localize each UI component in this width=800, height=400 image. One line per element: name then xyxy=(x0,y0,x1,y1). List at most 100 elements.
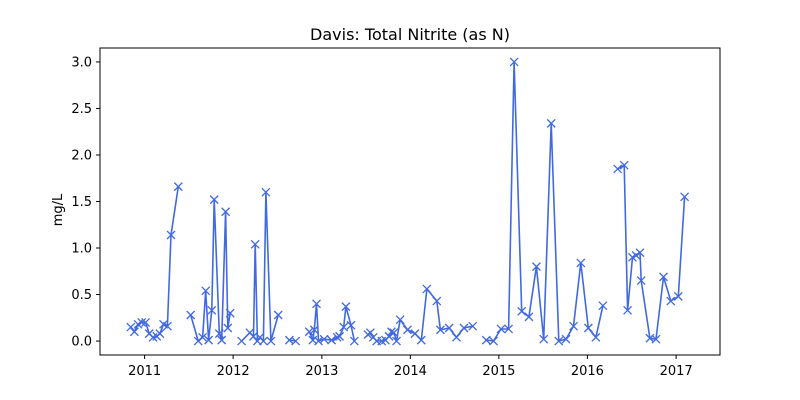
data-point-marker xyxy=(651,334,661,344)
data-point-marker xyxy=(591,332,601,342)
data-point-marker xyxy=(489,336,498,346)
data-point-marker xyxy=(309,325,319,335)
data-point-marker xyxy=(432,296,442,306)
data-point-marker xyxy=(141,317,151,327)
data-point-marker xyxy=(504,324,514,334)
data-point-marker xyxy=(524,312,534,322)
data-point-marker xyxy=(365,328,375,338)
data-point-marker xyxy=(186,310,196,320)
y-tick-label: 2.0 xyxy=(71,148,92,163)
data-point-marker xyxy=(569,321,579,331)
x-axis-ticks: 2011 2012 2013 2014 2015 2016 2017 xyxy=(128,355,693,379)
y-tick-label: 1.5 xyxy=(71,195,92,210)
data-point-marker xyxy=(258,336,268,346)
data-point-marker xyxy=(659,272,668,282)
y-tick-label: 2.5 xyxy=(71,102,92,117)
data-point-marker xyxy=(346,320,356,330)
chart-title: Davis: Total Nitrite (as N) xyxy=(310,25,510,44)
data-point-marker xyxy=(201,286,211,296)
data-point-marker xyxy=(636,276,646,286)
data-point-marker xyxy=(314,336,323,346)
data-point-marker xyxy=(402,325,412,335)
data-point-marker xyxy=(623,305,633,315)
data-point-marker xyxy=(613,164,623,174)
data-series xyxy=(126,57,690,346)
data-point-marker xyxy=(635,248,645,258)
data-point-marker xyxy=(261,187,271,197)
series-line xyxy=(241,191,279,342)
data-point-marker xyxy=(332,332,342,342)
x-tick-label: 2014 xyxy=(394,364,427,379)
data-point-marker xyxy=(673,291,683,301)
data-point-marker xyxy=(619,160,629,170)
y-tick-label: 0.5 xyxy=(71,288,92,303)
data-point-marker xyxy=(554,336,564,346)
y-axis-ticks: 0.0 0.5 1.0 1.5 2.0 2.5 3.0 xyxy=(71,55,100,350)
x-tick-label: 2015 xyxy=(482,364,515,379)
data-point-marker xyxy=(496,324,506,334)
data-point-marker xyxy=(166,230,176,240)
data-point-marker xyxy=(384,331,394,341)
data-point-marker xyxy=(327,335,337,345)
x-tick-label: 2013 xyxy=(305,364,338,379)
data-point-marker xyxy=(266,336,276,346)
data-point-marker xyxy=(319,334,329,344)
y-tick-label: 3.0 xyxy=(71,55,92,70)
data-point-marker xyxy=(546,118,556,128)
data-point-marker xyxy=(335,331,345,341)
data-point-marker xyxy=(666,296,676,306)
data-point-marker xyxy=(225,308,235,318)
x-tick-label: 2016 xyxy=(571,364,604,379)
series-line xyxy=(617,164,686,341)
data-point-marker xyxy=(349,336,359,346)
data-point-marker xyxy=(198,332,208,342)
data-point-marker xyxy=(392,336,402,346)
data-point-marker xyxy=(129,327,139,337)
data-point-marker xyxy=(416,335,426,345)
series-line xyxy=(189,198,231,342)
data-point-marker xyxy=(395,315,405,325)
data-point-marker xyxy=(250,239,260,249)
data-point-marker xyxy=(162,321,172,331)
y-axis-label: mg/L xyxy=(51,193,66,226)
data-point-marker xyxy=(539,334,549,344)
data-point-marker xyxy=(341,302,351,312)
data-point-marker xyxy=(509,57,519,67)
y-tick-label: 1.0 xyxy=(71,242,92,257)
data-point-marker xyxy=(386,327,396,337)
data-point-marker xyxy=(173,182,183,192)
data-point-marker xyxy=(481,335,491,345)
data-point-marker xyxy=(204,335,214,345)
data-point-marker xyxy=(217,335,227,345)
data-point-marker xyxy=(237,336,247,346)
series-line xyxy=(486,61,604,342)
data-point-marker xyxy=(459,323,469,333)
data-point-marker xyxy=(291,336,301,346)
data-point-marker xyxy=(451,332,461,342)
y-tick-label: 0.0 xyxy=(71,335,92,350)
data-point-marker xyxy=(214,329,224,339)
data-point-marker xyxy=(422,284,432,294)
data-point-marker xyxy=(576,258,586,268)
data-point-marker xyxy=(312,299,321,309)
data-point-marker xyxy=(126,322,136,332)
data-point-marker xyxy=(583,323,593,333)
data-point-marker xyxy=(435,325,445,335)
data-point-marker xyxy=(517,306,527,316)
series-line xyxy=(130,186,180,339)
data-point-marker xyxy=(389,328,399,338)
data-point-marker xyxy=(221,207,231,217)
data-point-marker xyxy=(209,195,219,205)
data-point-marker xyxy=(531,262,541,272)
data-point-marker xyxy=(468,321,478,331)
x-tick-label: 2011 xyxy=(128,364,161,379)
data-point-marker xyxy=(273,310,283,320)
data-point-marker xyxy=(598,301,608,311)
data-point-marker xyxy=(304,327,314,337)
data-point-marker xyxy=(137,317,147,327)
plot-frame xyxy=(99,47,721,356)
data-point-marker xyxy=(631,250,641,260)
series-line xyxy=(367,288,473,342)
data-point-marker xyxy=(155,329,165,339)
